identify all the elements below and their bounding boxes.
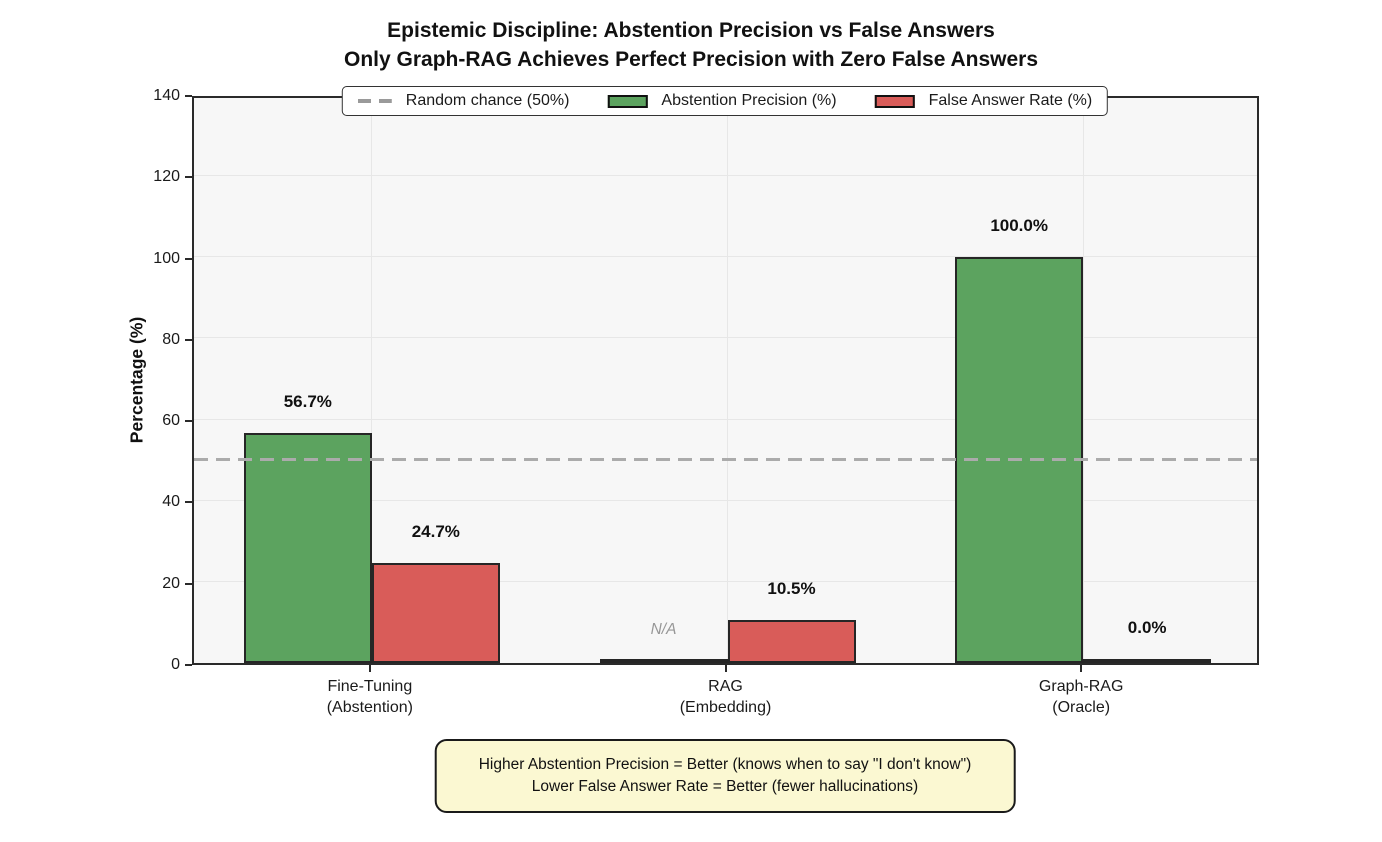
red-swatch-icon [874,94,915,108]
bar [243,432,372,663]
grid-line-h [194,418,1257,420]
y-tick-label: 0 [171,656,180,673]
green-swatch-icon [607,94,648,108]
y-tick-label: 20 [162,574,180,592]
x-tick-label: RAG (Embedding) [616,676,836,718]
grid-line-h [194,174,1257,176]
grid-line-h [194,499,1257,501]
bar [371,562,500,663]
x-tick-label-line2: (Abstention) [326,699,413,716]
bar-value-label: 24.7% [411,521,460,541]
bar [727,620,856,663]
bar-value-label: 10.5% [767,579,816,599]
x-tick-label-line1: Fine-Tuning [327,678,413,695]
chart-title: Epistemic Discipline: Abstention Precisi… [0,16,1382,74]
note-box-line2: Lower False Answer Rate = Better (fewer … [531,778,919,795]
grid-line-v [371,98,373,663]
note-box: Higher Abstention Precision = Better (kn… [434,739,1016,813]
y-tick-mark [185,501,192,504]
legend-item-abstention-precision: Abstention Precision (%) [607,92,837,110]
x-tick-label-line2: (Oracle) [1052,699,1111,716]
na-label: N/A [650,621,677,638]
y-tick-mark [185,257,192,260]
y-tick-label: 100 [153,249,180,267]
y-tick-label: 120 [153,168,180,186]
x-tick-label: Fine-Tuning (Abstention) [260,676,480,718]
y-tick-mark [185,664,192,666]
x-tick-label: Graph-RAG (Oracle) [971,676,1191,718]
legend-item-random-chance: Random chance (50%) [357,92,570,110]
y-tick-mark [185,176,192,179]
x-tick-mark [368,665,371,672]
bar-value-label: 56.7% [283,391,332,411]
legend-item-false-answer-rate: False Answer Rate (%) [874,92,1093,110]
plot-area: 56.7% 100.0% 24.7% 10.5% 0.0% N/A [192,96,1259,665]
legend-label-abstention-precision: Abstention Precision (%) [661,92,837,109]
random-chance-line [194,458,1257,462]
bar-value-label: 100.0% [990,215,1048,235]
x-tick-label-line1: Graph-RAG [1038,678,1124,695]
legend: Random chance (50%) Abstention Precision… [341,86,1109,116]
y-tick-mark [185,95,192,97]
x-tick-label-line2: (Embedding) [679,699,772,716]
legend-label-false-answer-rate: False Answer Rate (%) [928,92,1093,109]
grid-line-h [194,337,1257,339]
x-tick-label-line1: RAG [708,678,743,695]
chart-title-line2: Only Graph-RAG Achieves Perfect Precisio… [344,48,1038,71]
x-tick-mark [1080,665,1083,672]
x-tick-mark [724,665,727,672]
y-tick-label: 140 [153,87,180,104]
grid-line-v [727,98,728,663]
bar-zero [1083,659,1212,663]
y-tick-label: 80 [162,330,180,348]
chart-title-line1: Epistemic Discipline: Abstention Precisi… [387,19,995,42]
y-tick-label: 40 [162,493,180,511]
grid-line-v [1082,98,1084,663]
y-tick-mark [185,338,192,341]
grid-line-h [194,581,1257,583]
grid-line-h [194,256,1257,258]
bar-zero [599,659,728,663]
y-tick-mark [185,582,192,585]
dashed-line-swatch-icon [357,99,392,103]
note-box-line1: Higher Abstention Precision = Better (kn… [478,756,972,773]
y-tick-label: 60 [162,412,180,430]
legend-label-random-chance: Random chance (50%) [405,92,570,109]
bar-value-label: 0.0% [1127,618,1167,637]
y-tick-mark [185,420,192,423]
